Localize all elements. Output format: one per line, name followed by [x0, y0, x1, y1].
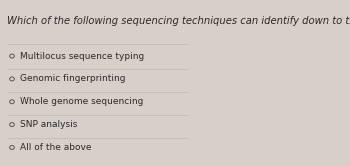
Text: SNP analysis: SNP analysis	[20, 120, 77, 129]
Text: All of the above: All of the above	[20, 143, 91, 152]
Text: Whole genome sequencing: Whole genome sequencing	[20, 97, 143, 106]
Text: Multilocus sequence typing: Multilocus sequence typing	[20, 52, 144, 61]
Text: Genomic fingerprinting: Genomic fingerprinting	[20, 74, 125, 83]
Text: Which of the following sequencing techniques can identify down to the strain lev: Which of the following sequencing techni…	[7, 16, 350, 26]
